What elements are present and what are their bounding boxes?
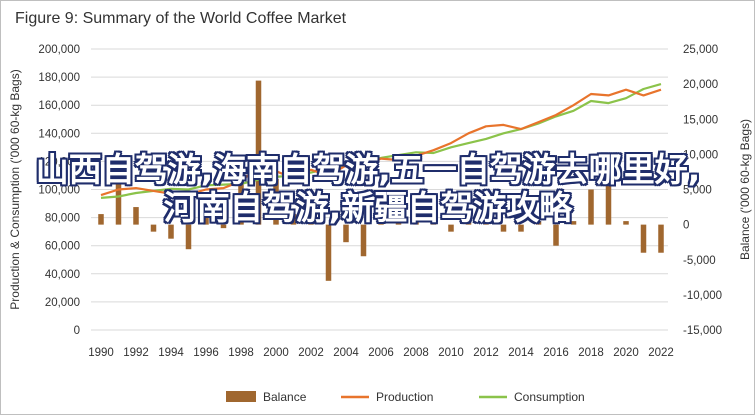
balance-bar xyxy=(343,224,349,243)
balance-bar xyxy=(98,214,104,225)
balance-bar xyxy=(168,224,174,239)
balance-bar xyxy=(500,224,507,232)
balance-bar xyxy=(623,221,629,225)
balance-bar xyxy=(150,224,157,232)
balance-bar xyxy=(483,217,489,225)
legend-label-production: Production xyxy=(376,390,433,404)
x-tick-label: 2020 xyxy=(613,347,639,359)
x-tick-label: 1992 xyxy=(123,347,149,359)
balance-bar xyxy=(658,224,664,253)
x-tick-label: 1990 xyxy=(88,347,114,359)
left-tick-label: 140,000 xyxy=(38,128,80,140)
balance-bar xyxy=(448,224,454,232)
right-tick-label: -15,000 xyxy=(683,325,722,337)
balance-bar xyxy=(378,217,384,225)
balance-bar xyxy=(290,214,297,225)
right-tick-label: 10,000 xyxy=(683,149,718,161)
right-tick-label: -10,000 xyxy=(683,290,722,302)
left-tick-label: 20,000 xyxy=(45,297,80,309)
right-tick-label: 5,000 xyxy=(683,185,712,197)
left-tick-label: 0 xyxy=(74,325,80,337)
balance-bar xyxy=(238,182,244,225)
x-tick-label: 2000 xyxy=(263,347,289,359)
balance-bar xyxy=(465,217,472,225)
right-tick-label: 25,000 xyxy=(683,44,718,56)
balance-bar xyxy=(360,224,367,257)
legend-swatch-balance xyxy=(226,391,256,402)
balance-bar xyxy=(570,221,577,225)
balance-bar xyxy=(133,207,139,225)
right-tick-label: 20,000 xyxy=(683,79,718,91)
left-tick-label: 40,000 xyxy=(45,269,80,281)
x-tick-label: 2008 xyxy=(403,347,429,359)
balance-bar xyxy=(588,189,594,225)
balance-bar xyxy=(185,224,192,250)
balance-bar xyxy=(430,207,437,225)
x-tick-label: 1998 xyxy=(228,347,254,359)
left-tick-label: 80,000 xyxy=(45,213,80,225)
balance-bar xyxy=(325,224,332,281)
balance-bar xyxy=(220,224,227,229)
balance-bar xyxy=(308,203,314,225)
x-tick-label: 1994 xyxy=(158,347,184,359)
right-axis-title: Balance ('000 60-kg Bags) xyxy=(738,119,752,260)
x-tick-label: 2004 xyxy=(333,347,359,359)
balance-bar xyxy=(605,185,612,225)
overlay-banner-text: 山西自驾游,海南自驾游,五一自驾游去哪里好,河南自驾游,新疆自驾游攻略 xyxy=(35,150,701,227)
x-tick-label: 2022 xyxy=(648,347,674,359)
legend-label-consumption: Consumption xyxy=(514,390,585,404)
right-tick-label: 0 xyxy=(683,220,689,232)
x-tick-label: 1996 xyxy=(193,347,219,359)
left-axis-title: Production & Consumption ('000 60-kg Bag… xyxy=(8,69,22,309)
balance-bar xyxy=(535,221,542,225)
left-tick-label: 180,000 xyxy=(38,72,80,84)
production-line xyxy=(100,88,662,197)
balance-bar xyxy=(273,178,279,225)
balance-bar xyxy=(518,224,524,232)
balance-bar xyxy=(395,214,402,225)
x-tick-label: 2018 xyxy=(578,347,604,359)
x-tick-label: 2006 xyxy=(368,347,394,359)
balance-bar xyxy=(255,80,262,225)
right-tick-label: -5,000 xyxy=(683,255,716,267)
balance-bar xyxy=(413,221,419,225)
balance-bar xyxy=(553,224,559,246)
x-tick-label: 2002 xyxy=(298,347,324,359)
balance-bar xyxy=(640,224,647,253)
right-tick-label: 15,000 xyxy=(683,114,718,126)
left-tick-label: 60,000 xyxy=(45,241,80,253)
chart-title: Figure 9: Summary of the World Coffee Ma… xyxy=(15,10,347,27)
left-tick-label: 120,000 xyxy=(38,156,80,168)
balance-bar xyxy=(115,175,122,225)
x-tick-label: 2010 xyxy=(438,347,464,359)
left-tick-label: 160,000 xyxy=(38,100,80,112)
x-tick-label: 2012 xyxy=(473,347,499,359)
x-tick-label: 2016 xyxy=(543,347,569,359)
legend-label-balance: Balance xyxy=(263,390,307,404)
x-tick-label: 2014 xyxy=(508,347,534,359)
balance-bar xyxy=(203,210,209,225)
left-tick-label: 100,000 xyxy=(38,185,80,197)
left-tick-label: 200,000 xyxy=(38,44,80,56)
